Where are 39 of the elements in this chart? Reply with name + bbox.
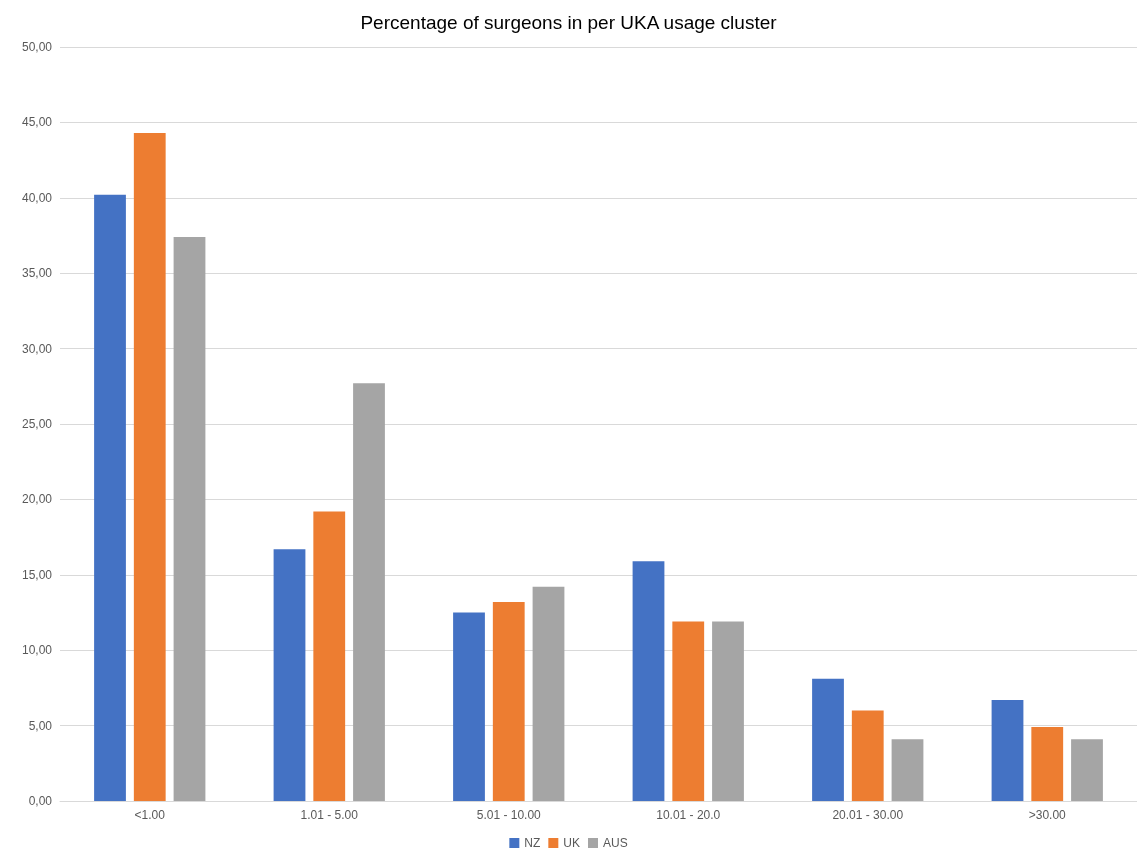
bar (94, 194, 126, 801)
bar (313, 511, 346, 801)
y-tick-label: 40,00 (21, 190, 53, 205)
chart-title: Percentage of surgeons in per UKA usage cluster (360, 12, 778, 33)
bar (851, 710, 884, 801)
y-tick-label: 10,00 (21, 643, 53, 658)
x-tick-label: 5.01 - 10.00 (476, 808, 542, 822)
y-tick-label: 45,00 (21, 115, 53, 130)
y-tick-label: 25,00 (21, 417, 53, 431)
y-tick-label: 5,00 (28, 718, 53, 733)
legend-label: AUS (603, 836, 628, 850)
bar (1071, 739, 1103, 801)
bar (273, 549, 306, 801)
y-tick-label: 35,00 (21, 266, 53, 281)
x-tick-label: >30.00 (1028, 808, 1067, 822)
bar (353, 383, 385, 801)
bar (672, 621, 705, 801)
bar (891, 739, 924, 801)
legend-label: UK (563, 836, 580, 850)
x-tick-label: 10.01 - 20.0 (656, 808, 721, 822)
bar (133, 132, 166, 801)
y-tick-label: 0,00 (28, 794, 53, 808)
bar (173, 237, 206, 801)
bar (812, 678, 844, 801)
x-tick-label: 20.01 - 30.00 (832, 808, 904, 822)
x-tick-label: 1.01 - 5.00 (300, 808, 359, 822)
y-tick-label: 20,00 (21, 492, 53, 507)
y-tick-label: 30,00 (21, 341, 53, 356)
bar (453, 612, 485, 801)
bar (532, 586, 565, 801)
bar (712, 621, 744, 801)
bar (991, 699, 1024, 801)
y-tick-label: 50,00 (21, 40, 53, 54)
bar (632, 561, 665, 801)
bar (492, 601, 525, 801)
bar (1031, 727, 1064, 801)
x-tick-label: <1.00 (134, 808, 166, 822)
legend-label: NZ (524, 836, 541, 850)
y-tick-label: 15,00 (21, 567, 53, 582)
